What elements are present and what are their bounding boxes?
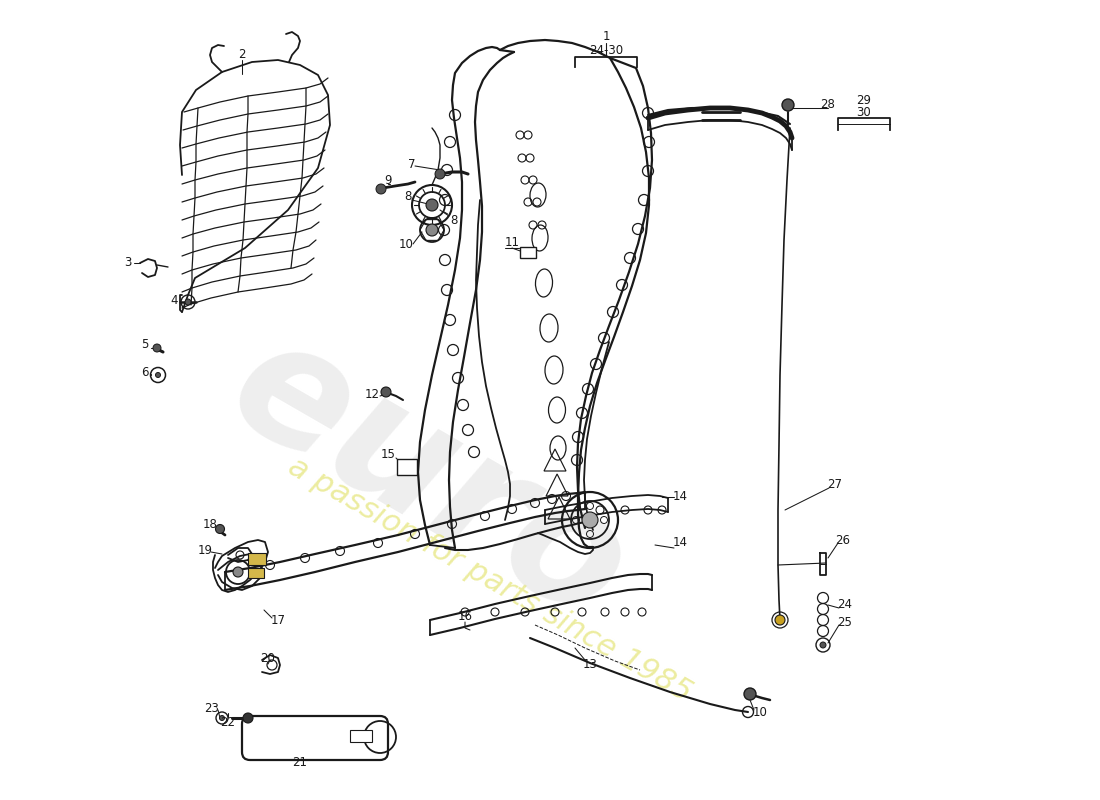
Text: euro: euro [204,302,657,658]
Text: 16: 16 [458,610,473,623]
Text: a passion for parts since 1985: a passion for parts since 1985 [283,452,697,708]
Text: 12: 12 [364,389,380,402]
Text: 21: 21 [293,755,308,769]
Text: 4: 4 [170,294,178,306]
Text: 2: 2 [239,49,245,62]
Text: 26: 26 [836,534,850,546]
Text: 18: 18 [202,518,218,531]
Circle shape [155,373,161,378]
Circle shape [153,344,161,352]
Circle shape [426,199,438,211]
Text: 9: 9 [384,174,392,186]
Circle shape [744,688,756,700]
Text: 24: 24 [837,598,852,611]
Text: 29: 29 [857,94,871,106]
FancyBboxPatch shape [350,730,372,742]
Circle shape [782,99,794,111]
Text: 11: 11 [505,235,519,249]
Text: 13: 13 [583,658,597,671]
Text: 15: 15 [381,449,395,462]
Text: 14: 14 [672,490,688,503]
Text: 17: 17 [271,614,286,626]
Circle shape [381,387,390,397]
Circle shape [376,184,386,194]
FancyBboxPatch shape [397,459,417,475]
Text: 30: 30 [857,106,871,118]
Text: 8: 8 [450,214,458,226]
FancyBboxPatch shape [242,716,388,760]
Circle shape [243,713,253,723]
Text: 14: 14 [672,537,688,550]
Text: 5: 5 [141,338,149,351]
Circle shape [434,169,446,179]
Text: 27: 27 [827,478,843,491]
Circle shape [185,299,191,305]
Circle shape [220,715,224,721]
FancyBboxPatch shape [248,553,266,565]
Text: 10: 10 [398,238,414,250]
Text: 7: 7 [408,158,416,170]
Circle shape [233,567,243,577]
Circle shape [426,224,438,236]
Circle shape [216,525,224,534]
Text: 20: 20 [261,651,275,665]
Text: 8: 8 [405,190,411,202]
Text: 24-30: 24-30 [588,43,623,57]
Circle shape [776,615,785,625]
Text: 19: 19 [198,545,212,558]
Text: 10: 10 [752,706,768,718]
Text: 23: 23 [205,702,219,714]
Circle shape [820,642,826,648]
FancyBboxPatch shape [248,568,264,578]
Circle shape [582,512,598,528]
Text: 1: 1 [603,30,609,42]
Text: 3: 3 [124,255,132,269]
FancyBboxPatch shape [520,247,536,258]
Text: 6: 6 [141,366,149,379]
Text: 25: 25 [837,615,852,629]
Text: 28: 28 [821,98,835,110]
Text: 22: 22 [220,715,235,729]
